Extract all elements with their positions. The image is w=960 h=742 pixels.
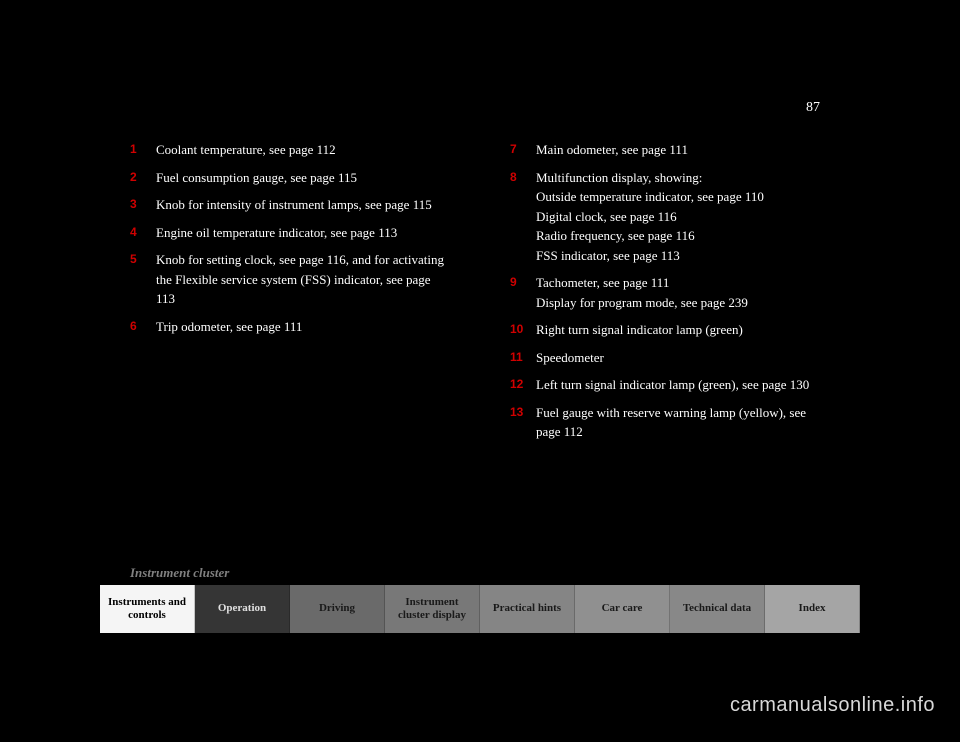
list-item: 11Speedometer xyxy=(510,348,830,368)
item-text: Main odometer, see page 111 xyxy=(536,140,830,160)
right-column: 7Main odometer, see page 1118Multifuncti… xyxy=(510,140,830,450)
list-item: 13Fuel gauge with reserve warning lamp (… xyxy=(510,403,830,442)
item-number: 1 xyxy=(130,140,156,158)
item-number: 5 xyxy=(130,250,156,268)
list-item: 12Left turn signal indicator lamp (green… xyxy=(510,375,830,395)
item-number: 2 xyxy=(130,168,156,186)
nav-practical-hints[interactable]: Practical hints xyxy=(480,585,575,633)
nav-instruments-controls[interactable]: Instruments and controls xyxy=(100,585,195,633)
nav-car-care[interactable]: Car care xyxy=(575,585,670,633)
item-number: 3 xyxy=(130,195,156,213)
item-text: Trip odometer, see page 111 xyxy=(156,317,450,337)
item-number: 7 xyxy=(510,140,536,158)
item-number: 6 xyxy=(130,317,156,335)
item-number: 8 xyxy=(510,168,536,186)
content-area: 1Coolant temperature, see page 1122Fuel … xyxy=(130,140,830,450)
nav-driving[interactable]: Driving xyxy=(290,585,385,633)
left-column: 1Coolant temperature, see page 1122Fuel … xyxy=(130,140,450,450)
item-number: 9 xyxy=(510,273,536,291)
nav-bar: Instruments and controls Operation Drivi… xyxy=(100,585,860,633)
list-item: 10Right turn signal indicator lamp (gree… xyxy=(510,320,830,340)
item-text: Tachometer, see page 111 Display for pro… xyxy=(536,273,830,312)
list-item: 9Tachometer, see page 111 Display for pr… xyxy=(510,273,830,312)
manual-page: 87 1Coolant temperature, see page 1122Fu… xyxy=(0,0,960,742)
item-text: Fuel gauge with reserve warning lamp (ye… xyxy=(536,403,830,442)
watermark: carmanualsonline.info xyxy=(730,694,935,717)
item-text: Speedometer xyxy=(536,348,830,368)
item-text: Knob for intensity of instrument lamps, … xyxy=(156,195,450,215)
item-number: 13 xyxy=(510,403,536,421)
item-text: Knob for setting clock, see page 116, an… xyxy=(156,250,450,309)
nav-instrument-cluster-display[interactable]: Instrument cluster display xyxy=(385,585,480,633)
item-text: Fuel consumption gauge, see page 115 xyxy=(156,168,450,188)
item-text: Left turn signal indicator lamp (green),… xyxy=(536,375,830,395)
item-number: 10 xyxy=(510,320,536,338)
list-item: 2Fuel consumption gauge, see page 115 xyxy=(130,168,450,188)
nav-technical-data[interactable]: Technical data xyxy=(670,585,765,633)
item-text: Coolant temperature, see page 112 xyxy=(156,140,450,160)
item-text: Multifunction display, showing: Outside … xyxy=(536,168,830,266)
item-number: 4 xyxy=(130,223,156,241)
item-text: Engine oil temperature indicator, see pa… xyxy=(156,223,450,243)
two-columns: 1Coolant temperature, see page 1122Fuel … xyxy=(130,140,830,450)
list-item: 6Trip odometer, see page 111 xyxy=(130,317,450,337)
list-item: 3Knob for intensity of instrument lamps,… xyxy=(130,195,450,215)
list-item: 1Coolant temperature, see page 112 xyxy=(130,140,450,160)
section-label: Instrument cluster xyxy=(130,565,229,581)
page-number: 87 xyxy=(806,100,820,116)
list-item: 8Multifunction display, showing: Outside… xyxy=(510,168,830,266)
item-text: Right turn signal indicator lamp (green) xyxy=(536,320,830,340)
list-item: 4Engine oil temperature indicator, see p… xyxy=(130,223,450,243)
item-number: 12 xyxy=(510,375,536,393)
list-item: 5Knob for setting clock, see page 116, a… xyxy=(130,250,450,309)
nav-index[interactable]: Index xyxy=(765,585,860,633)
item-number: 11 xyxy=(510,348,536,366)
list-item: 7Main odometer, see page 111 xyxy=(510,140,830,160)
nav-operation[interactable]: Operation xyxy=(195,585,290,633)
